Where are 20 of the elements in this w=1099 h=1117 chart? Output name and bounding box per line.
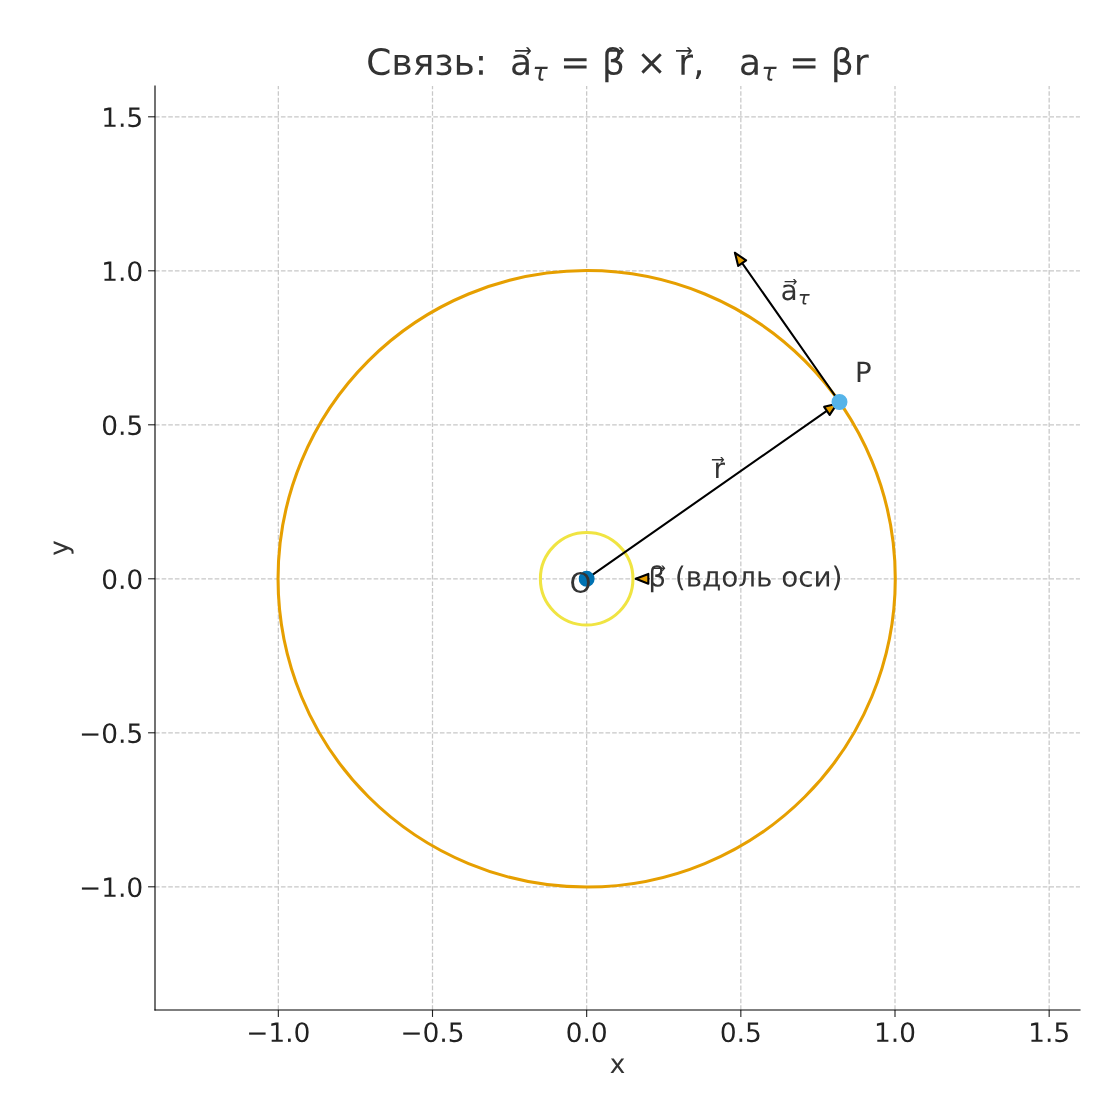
x-tick-label: 1.5 xyxy=(1031,1022,1068,1043)
annotation: O xyxy=(571,572,590,594)
y-tick-label: −0.5 xyxy=(81,723,141,744)
annotation: r⃗ xyxy=(711,456,725,479)
y-tick-label: −1.0 xyxy=(81,877,142,898)
chart-title: Связь: a⃗$_{τ}$ = β⃗ × r⃗, a$_{τ}$ = βr xyxy=(368,47,869,83)
y-tick-label: 1.5 xyxy=(104,107,141,128)
x-tick-label: −0.5 xyxy=(403,1022,463,1043)
annotation: a⃗$_{τ}$ xyxy=(782,278,810,305)
x-tick-label: 1.0 xyxy=(876,1022,915,1043)
annotation: β⃗ (вдоль оси) xyxy=(650,565,841,593)
y-tick-label: 0.5 xyxy=(102,415,141,436)
y-axis-title: y xyxy=(53,540,74,556)
x-axis-title: x xyxy=(610,1058,625,1073)
annotation: P xyxy=(857,361,871,382)
y-tick-label: 0.0 xyxy=(102,569,142,590)
x-tick-label: −1.0 xyxy=(249,1022,309,1043)
x-tick-label: 0.5 xyxy=(721,1022,760,1043)
y-tick-label: 1.0 xyxy=(104,261,142,282)
x-tick-label: 0.0 xyxy=(567,1022,606,1043)
